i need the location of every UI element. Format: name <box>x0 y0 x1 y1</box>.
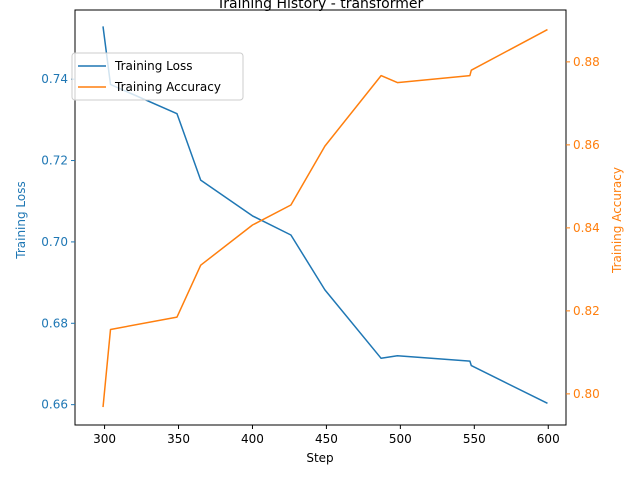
x-tick-label: 550 <box>463 432 486 446</box>
x-tick-label: 350 <box>167 432 190 446</box>
y-right-tick-label: 0.84 <box>573 221 600 235</box>
y-left-tick-label: 0.66 <box>41 398 68 412</box>
y-left-tick-label: 0.68 <box>41 316 68 330</box>
y-right-tick-label: 0.82 <box>573 304 600 318</box>
y-right-tick-label: 0.86 <box>573 138 600 152</box>
series-line-training-loss <box>102 26 548 405</box>
x-tick-label: 500 <box>389 432 412 446</box>
legend-label: Training Loss <box>114 59 192 73</box>
series-lines <box>102 26 548 408</box>
x-axis: 300 350 400 450 500 550 600 <box>93 425 560 446</box>
y-left-tick-label: 0.74 <box>41 72 68 86</box>
legend-label: Training Accuracy <box>114 80 221 94</box>
chart-title: Training History - transformer <box>216 0 424 12</box>
x-tick-label: 300 <box>93 432 116 446</box>
y-axis-right-title: Training Accuracy <box>610 167 624 274</box>
x-axis-title: Step <box>306 451 333 465</box>
y-axis-right: 0.80 0.82 0.84 0.86 0.88 <box>566 55 600 401</box>
y-left-tick-label: 0.72 <box>41 154 68 168</box>
legend: Training Loss Training Accuracy <box>71 52 244 101</box>
legend-box <box>71 52 244 101</box>
plot-frame <box>74 9 567 426</box>
y-right-tick-label: 0.88 <box>573 55 600 69</box>
y-axis-left: 0.66 0.68 0.70 0.72 0.74 <box>41 72 75 412</box>
x-tick-label: 600 <box>537 432 560 446</box>
series-line-training-accuracy <box>102 28 548 408</box>
y-left-tick-label: 0.70 <box>41 235 68 249</box>
x-tick-label: 450 <box>315 432 338 446</box>
x-tick-label: 400 <box>241 432 264 446</box>
y-right-tick-label: 0.80 <box>573 387 600 401</box>
y-axis-left-title: Training Loss <box>14 181 28 259</box>
